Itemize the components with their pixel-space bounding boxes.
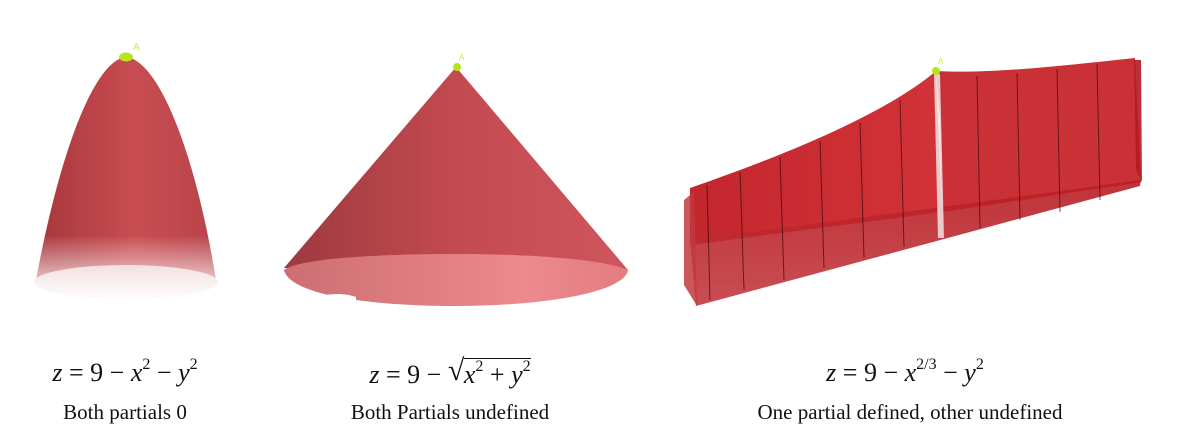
square-root: √ x2 + y2 [447, 354, 531, 389]
cone-formula: z = 9 − √ x2 + y2 [369, 354, 531, 389]
cone-caption: Both Partials undefined [350, 400, 550, 424]
paraboloid-formula: z = 9 − x2 − y2 [52, 356, 198, 387]
cusp-point-label: A [938, 57, 944, 66]
cusp-caption: One partial defined, other undefined [757, 400, 1063, 424]
cusp-ridge-point [932, 67, 940, 75]
cone-point-label: A [459, 53, 465, 62]
cone-apex-point [453, 63, 461, 71]
paraboloid-caption: Both partials 0 [63, 400, 187, 424]
paraboloid-point-label: A [133, 42, 140, 53]
cusp-formula: z = 9 − x2/3 − y2 [826, 356, 984, 387]
paraboloid-surface [20, 57, 232, 305]
paraboloid-vertex-point [119, 52, 133, 62]
cusp-surface [684, 58, 1142, 306]
cone-surface [284, 67, 628, 306]
